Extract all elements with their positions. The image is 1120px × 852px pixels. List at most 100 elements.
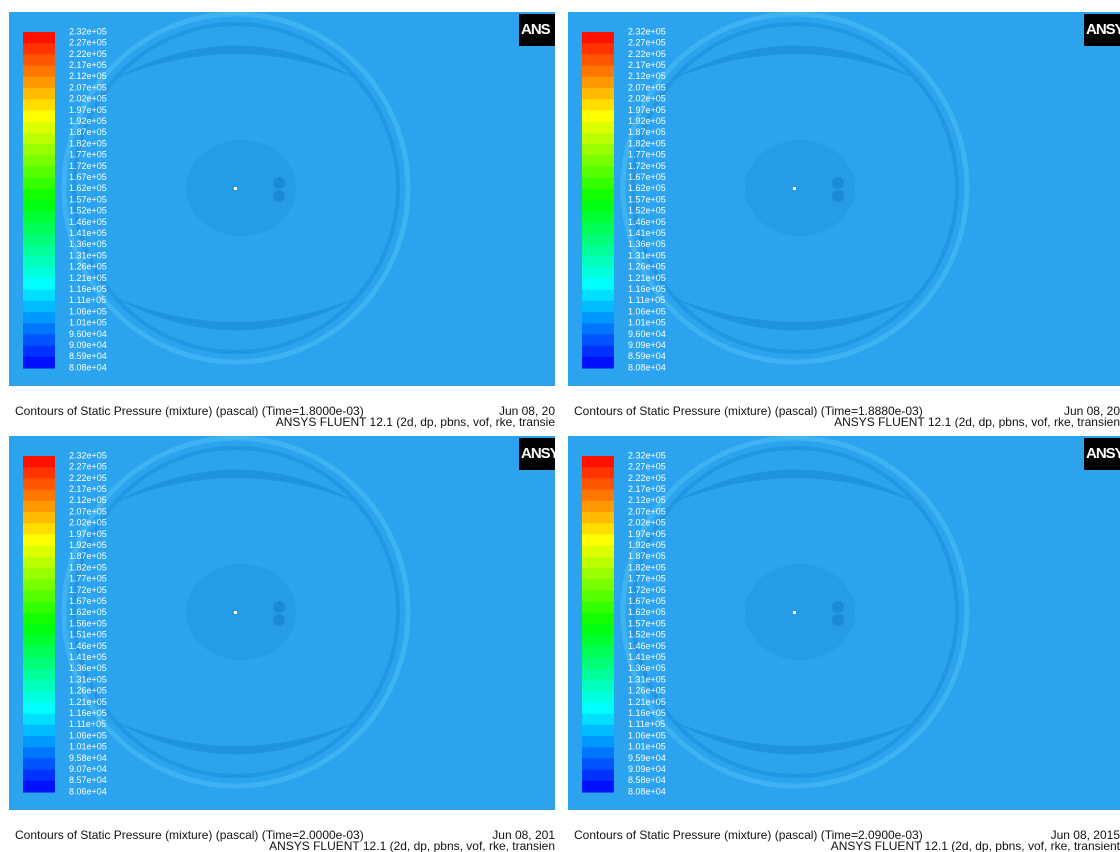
disturbed-region	[186, 140, 296, 236]
colorbar-label: 2.27e+05	[69, 38, 107, 48]
colorbar-label: 2.27e+05	[628, 462, 666, 472]
colorbar-label: 1.72e+05	[628, 161, 666, 171]
colorbar-band	[582, 724, 614, 737]
colorbar-band	[582, 278, 614, 291]
colorbar-band	[582, 233, 614, 246]
colorbar-band	[23, 780, 55, 793]
colorbar-label: 2.17e+05	[69, 60, 107, 70]
colorbar-band	[23, 267, 55, 279]
colorbar-label: 1.92e+05	[628, 540, 666, 550]
colorbar-band	[23, 110, 55, 123]
vortex	[832, 177, 844, 189]
colorbar-band	[23, 155, 55, 167]
colorbar-label: 8.58e+04	[628, 775, 666, 785]
colorbar-band	[23, 289, 55, 302]
colorbar-band	[23, 769, 55, 782]
contour-panel: 2.32e+05 2.27e+052.22e+052.17e+052.12e+05…	[568, 12, 1120, 428]
colorbar-band	[23, 356, 55, 369]
colorbar-label: 2.22e+05	[69, 49, 107, 59]
pressure-band-top	[675, 45, 915, 78]
logo-box	[1084, 438, 1120, 470]
colorbar-label: 1.77e+05	[628, 150, 666, 160]
colorbar-label: 1.62e+05	[628, 183, 666, 193]
colorbar-label: 1.62e+05	[69, 183, 107, 193]
colorbar-band	[23, 278, 55, 291]
colorbar-band	[23, 612, 55, 625]
colorbar-label: 1.67e+05	[69, 172, 107, 182]
colorbar-band	[23, 646, 55, 659]
colorbar-label: 1.97e+05	[69, 105, 107, 115]
colorbar-band	[582, 267, 614, 279]
colorbar-label: 2.02e+05	[628, 94, 666, 104]
colorbar-label: 9.09e+04	[628, 764, 666, 774]
colorbar-label: 1.57e+05	[628, 618, 666, 628]
colorbar-label: 1.06e+05	[69, 730, 107, 740]
colorbar-band	[582, 345, 614, 358]
colorbar-band	[23, 724, 55, 737]
vortex	[273, 190, 285, 202]
source-point	[234, 187, 237, 190]
colorbar-label: 2.32e+05	[628, 26, 666, 36]
colorbar-band	[23, 590, 55, 603]
vortex	[273, 177, 285, 189]
colorbar-label: 1.41e+05	[69, 652, 107, 662]
colorbar-label: 1.26e+05	[628, 686, 666, 696]
colorbar-band	[23, 211, 55, 223]
colorbar-band	[582, 356, 614, 369]
colorbar-band	[582, 256, 614, 268]
colorbar-label: 8.08e+04	[628, 362, 666, 372]
colorbar-label: 1.06e+05	[69, 306, 107, 316]
colorbar-band	[582, 668, 614, 681]
colorbar-band	[23, 144, 55, 156]
colorbar-label: 2.17e+05	[628, 484, 666, 494]
colorbar-label: 1.52e+05	[628, 630, 666, 640]
colorbar-band	[582, 289, 614, 302]
colorbar-label: 1.51e+05	[69, 630, 107, 640]
colorbar-band	[582, 166, 614, 179]
colorbar-band	[582, 713, 614, 726]
colorbar-band	[582, 691, 614, 703]
colorbar-band	[23, 166, 55, 179]
caption: Contours of Static Pressure (mixture) (p…	[15, 404, 364, 418]
colorbar-label: 8.59e+04	[628, 351, 666, 361]
colorbar-label: 1.11e+05	[628, 719, 665, 729]
colorbar-band	[23, 334, 55, 347]
logo: ANSY	[521, 445, 555, 462]
source-point	[793, 611, 796, 614]
colorbar-band	[23, 200, 55, 212]
colorbar-label: 1.72e+05	[69, 585, 107, 595]
colorbar-label: 1.97e+05	[628, 105, 666, 115]
colorbar-label: 1.16e+05	[69, 708, 107, 718]
colorbar-band	[23, 545, 55, 558]
shock-ring-inner	[631, 22, 959, 354]
vortex	[832, 614, 844, 626]
colorbar-label: 9.07e+04	[69, 764, 107, 774]
colorbar-label: 1.77e+05	[69, 150, 107, 160]
colorbar-band	[23, 680, 55, 692]
colorbar-label: 1.21e+05	[628, 697, 666, 707]
date: Jun 08, 20	[1064, 404, 1120, 418]
colorbar-band	[23, 702, 55, 715]
colorbar-band	[23, 256, 55, 268]
shock-ring-inner	[72, 446, 400, 778]
colorbar-label: 2.12e+05	[69, 495, 107, 505]
colorbar-band	[23, 512, 55, 524]
colorbar-band	[582, 456, 614, 468]
colorbar-label: 8.08e+04	[628, 786, 666, 796]
version: ANSYS FLUENT 12.1 (2d, dp, pbns, vof, rk…	[269, 839, 555, 852]
colorbar-band	[23, 132, 55, 145]
shock-ring-inner	[72, 22, 400, 354]
colorbar-band	[582, 222, 614, 235]
colorbar-band	[582, 110, 614, 123]
colorbar-band	[582, 545, 614, 558]
colorbar-band	[582, 200, 614, 212]
colorbar-band	[582, 769, 614, 782]
colorbar-label: 2.12e+05	[628, 495, 666, 505]
colorbar-band	[582, 556, 614, 569]
colorbar-band	[23, 121, 55, 134]
colorbar-label: 1.77e+05	[69, 574, 107, 584]
colorbar-label: 1.21e+05	[69, 697, 107, 707]
colorbar-band	[582, 680, 614, 692]
colorbar-label: 2.07e+05	[628, 506, 666, 516]
